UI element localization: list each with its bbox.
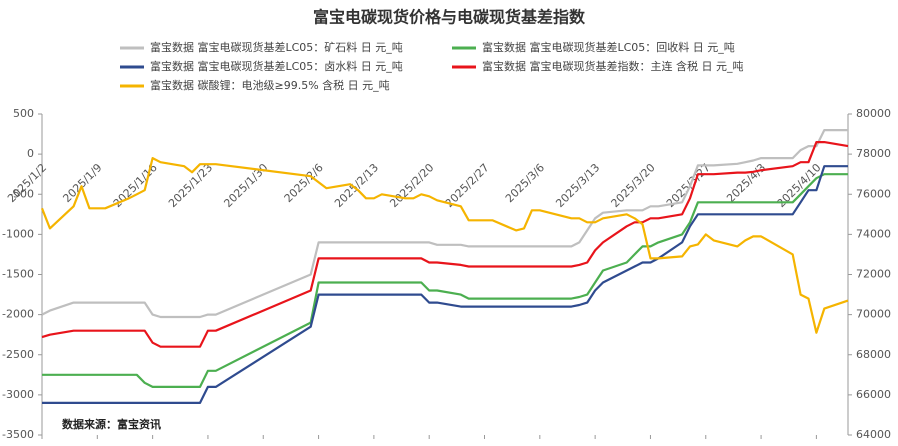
x-tick-label: 2025/1/9 — [60, 161, 104, 205]
y-tick-label: 0 — [27, 147, 34, 160]
source-note: 数据来源：富宝资讯 — [62, 417, 161, 431]
y-tick-label: -1000 — [2, 227, 34, 240]
legend-label: 富宝数据 富宝电碳现货基差LC05：回收料 日 元_吨 — [482, 40, 735, 54]
series-line — [42, 173, 848, 388]
y2-tick-label: 70000 — [856, 308, 891, 321]
x-tick-label: 2025/2/20 — [387, 161, 436, 210]
x-tick-label: 2025/4/3 — [724, 161, 768, 205]
y2-tick-label: 80000 — [856, 107, 891, 120]
y2-tick-label: 66000 — [856, 388, 891, 401]
y-tick-label: -1500 — [2, 268, 34, 281]
legend-label: 富宝数据 碳酸锂：电池级≥99.5% 含税 日 元_吨 — [150, 78, 390, 92]
y2-tick-label: 72000 — [856, 268, 891, 281]
y-tick-label: -3000 — [2, 388, 34, 401]
legend-label: 富宝数据 富宝电碳现货基差指数：主连 含税 日 元_吨 — [482, 59, 744, 73]
x-tick-label: 2025/3/20 — [609, 161, 658, 210]
y2-tick-label: 74000 — [856, 227, 891, 240]
y2-tick-label: 78000 — [856, 147, 891, 160]
legend-label: 富宝数据 富宝电碳现货基差LC05：矿石料 日 元_吨 — [150, 40, 403, 54]
y-tick-label: -500 — [9, 187, 34, 200]
legend-label: 富宝数据 富宝电碳现货基差LC05：卤水料 日 元_吨 — [150, 59, 403, 73]
x-tick-label: 2025/3/6 — [503, 161, 547, 205]
x-tick-label: 2025/1/23 — [166, 161, 215, 210]
y2-tick-label: 64000 — [856, 428, 891, 441]
x-tick-label: 2025/3/13 — [553, 161, 602, 210]
chart-title: 富宝电碳现货价格与电碳现货基差指数 — [313, 8, 586, 27]
series-line — [41, 129, 848, 319]
y2-tick-label: 76000 — [856, 187, 891, 200]
y-tick-label: 500 — [13, 107, 34, 120]
series-line — [42, 165, 848, 404]
y-tick-label: -2500 — [2, 348, 34, 361]
series-line — [40, 157, 849, 334]
y-tick-label: -2000 — [2, 308, 34, 321]
series-line — [41, 141, 849, 348]
y-tick-label: -3500 — [2, 428, 34, 441]
y2-tick-label: 68000 — [856, 348, 891, 361]
